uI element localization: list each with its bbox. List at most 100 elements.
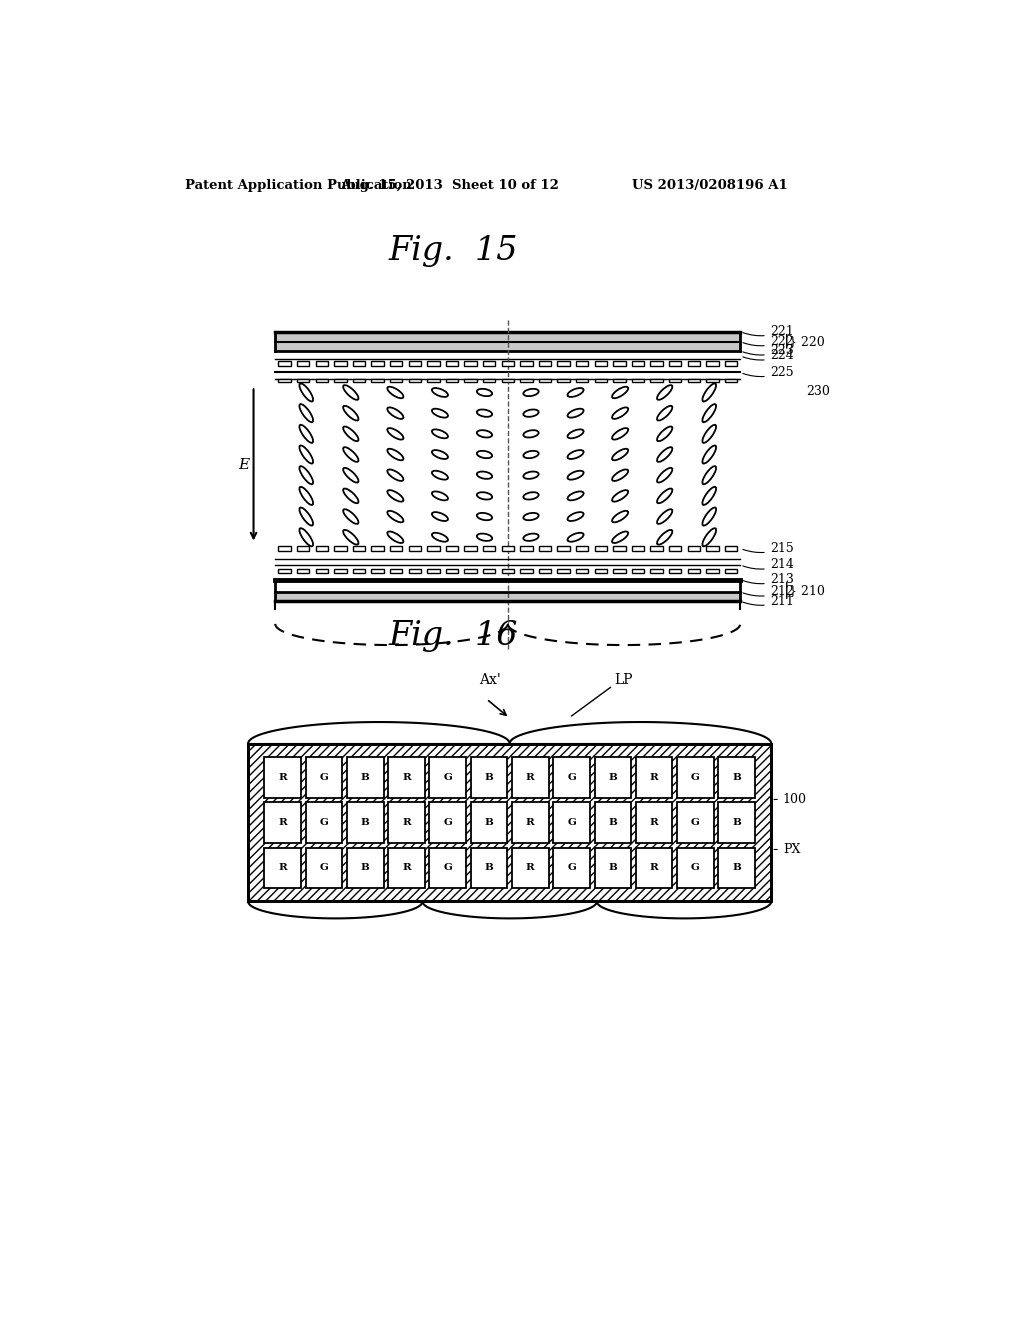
Text: B: B	[608, 772, 617, 781]
Text: 222: 222	[742, 335, 794, 348]
Text: PX: PX	[774, 843, 800, 855]
Bar	[464, 379, 477, 383]
Bar	[539, 545, 551, 552]
Text: R: R	[526, 772, 535, 781]
Text: G: G	[567, 818, 577, 828]
Bar	[347, 847, 384, 888]
Bar	[650, 379, 663, 383]
Bar	[390, 569, 402, 573]
Bar	[388, 803, 425, 843]
Bar	[632, 545, 644, 552]
Text: R: R	[402, 818, 411, 828]
Text: Patent Application Publication: Patent Application Publication	[184, 178, 412, 191]
Bar	[315, 360, 328, 367]
Bar	[687, 360, 700, 367]
Bar	[445, 379, 458, 383]
Bar	[471, 847, 507, 888]
Bar	[520, 360, 532, 367]
Bar	[464, 545, 477, 552]
Bar	[390, 379, 402, 383]
Bar	[575, 360, 589, 367]
Bar	[445, 545, 458, 552]
Bar	[595, 756, 631, 797]
Text: B: B	[360, 863, 370, 873]
Bar	[595, 803, 631, 843]
Text: E: E	[239, 458, 250, 471]
Bar	[613, 569, 626, 573]
Bar	[427, 545, 439, 552]
Text: 221: 221	[742, 325, 794, 338]
Text: B: B	[360, 818, 370, 828]
Bar	[677, 803, 714, 843]
Bar	[520, 545, 532, 552]
Bar	[409, 569, 421, 573]
Bar	[539, 360, 551, 367]
Bar	[275, 331, 740, 351]
Bar	[650, 569, 663, 573]
Bar	[687, 545, 700, 552]
Text: 230: 230	[806, 385, 830, 399]
Text: G: G	[443, 863, 453, 873]
Bar	[719, 756, 755, 797]
Bar	[512, 756, 549, 797]
Bar	[632, 360, 644, 367]
Bar	[264, 756, 301, 797]
Text: G: G	[319, 818, 329, 828]
Bar	[352, 545, 366, 552]
Bar	[279, 569, 291, 573]
Text: Aug. 15, 2013  Sheet 10 of 12: Aug. 15, 2013 Sheet 10 of 12	[340, 178, 559, 191]
Text: LP: LP	[614, 673, 633, 688]
Text: Fig.  16: Fig. 16	[389, 620, 518, 652]
Bar	[539, 379, 551, 383]
Text: 100: 100	[774, 793, 807, 807]
Text: 223: 223	[742, 345, 794, 358]
Bar	[520, 379, 532, 383]
Bar	[248, 743, 771, 902]
Bar	[677, 756, 714, 797]
Bar	[557, 379, 569, 383]
Bar	[483, 545, 496, 552]
Text: R: R	[526, 863, 535, 873]
Bar	[334, 379, 346, 383]
Bar	[595, 569, 607, 573]
Bar	[557, 545, 569, 552]
Bar	[650, 360, 663, 367]
Bar	[595, 360, 607, 367]
Bar	[502, 569, 514, 573]
Text: G: G	[691, 772, 699, 781]
Bar	[636, 803, 673, 843]
Bar	[372, 569, 384, 573]
Bar	[650, 545, 663, 552]
Bar	[502, 545, 514, 552]
Text: G: G	[319, 863, 329, 873]
Bar	[275, 591, 740, 601]
Text: B: B	[732, 818, 741, 828]
Bar	[575, 545, 589, 552]
Bar	[352, 379, 366, 383]
Bar	[575, 569, 589, 573]
Bar	[725, 569, 737, 573]
Bar	[372, 360, 384, 367]
Bar	[553, 803, 590, 843]
Text: US 2013/0208196 A1: US 2013/0208196 A1	[632, 178, 787, 191]
Bar	[483, 360, 496, 367]
Bar	[409, 360, 421, 367]
Text: G: G	[691, 818, 699, 828]
Bar	[613, 379, 626, 383]
Bar	[429, 756, 466, 797]
Bar	[512, 803, 549, 843]
Bar	[279, 545, 291, 552]
Bar	[264, 847, 301, 888]
Text: B: B	[360, 772, 370, 781]
Bar	[352, 569, 366, 573]
Text: 212: 212	[742, 585, 794, 598]
Bar	[632, 379, 644, 383]
Bar	[575, 379, 589, 383]
Text: 211: 211	[742, 594, 794, 607]
Bar	[315, 545, 328, 552]
Bar	[669, 545, 681, 552]
Text: } 210: } 210	[790, 583, 825, 597]
Text: G: G	[567, 772, 577, 781]
Text: 224: 224	[742, 350, 794, 363]
Text: R: R	[402, 772, 411, 781]
